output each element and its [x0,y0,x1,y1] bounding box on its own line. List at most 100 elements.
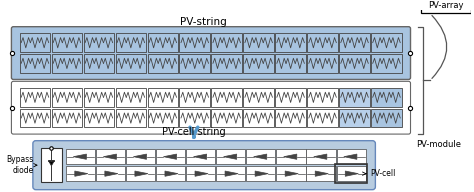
Bar [216,149,246,164]
Polygon shape [225,171,238,176]
Polygon shape [193,154,207,159]
Bar [275,109,306,127]
Bar [116,54,146,73]
Bar [339,109,370,127]
Bar [211,88,242,107]
Bar [211,33,242,52]
Bar [307,149,336,164]
Bar [246,166,275,181]
Bar [52,54,82,73]
Bar [52,33,82,52]
Bar [83,109,114,127]
Bar [116,33,146,52]
Bar [244,109,274,127]
Bar [180,54,210,73]
Polygon shape [134,154,146,159]
Bar [335,164,366,183]
Polygon shape [254,154,267,159]
Bar [307,166,336,181]
Polygon shape [195,171,208,176]
Text: PV-cell string: PV-cell string [162,127,226,137]
Polygon shape [49,161,54,166]
Bar [180,109,210,127]
Polygon shape [165,171,178,176]
Bar [147,33,178,52]
Polygon shape [344,154,357,159]
Bar [20,33,50,52]
Polygon shape [285,171,298,176]
Text: PV-string: PV-string [180,17,227,27]
Bar [339,88,370,107]
Bar [20,88,50,107]
Bar [147,54,178,73]
FancyBboxPatch shape [11,27,410,79]
Bar [20,109,50,127]
Bar [116,109,146,127]
Bar [96,166,125,181]
Bar [307,33,338,52]
Text: PV-module: PV-module [416,140,461,149]
FancyBboxPatch shape [11,81,410,134]
Bar [275,88,306,107]
FancyBboxPatch shape [33,141,375,190]
Bar [126,149,155,164]
Bar [156,149,185,164]
Bar [244,54,274,73]
Bar [66,149,95,164]
Bar [96,149,125,164]
Text: PV-array: PV-array [428,1,464,10]
Bar [307,109,338,127]
Bar [371,88,402,107]
Bar [246,149,275,164]
Bar [307,88,338,107]
Bar [337,166,365,181]
Polygon shape [135,171,148,176]
Bar [211,109,242,127]
Bar [337,149,365,164]
Bar [180,88,210,107]
Bar [52,88,82,107]
Bar [116,88,146,107]
Bar [186,166,215,181]
Bar [147,88,178,107]
Bar [339,33,370,52]
FancyBboxPatch shape [421,0,471,13]
Bar [244,33,274,52]
Bar [216,166,246,181]
Polygon shape [105,171,118,176]
Bar [339,54,370,73]
Bar [244,88,274,107]
Polygon shape [284,154,297,159]
Bar [307,54,338,73]
Bar [20,54,50,73]
Bar [126,166,155,181]
Polygon shape [315,171,328,176]
Bar [83,33,114,52]
Polygon shape [255,171,268,176]
Bar [180,33,210,52]
Text: Bypass
diode: Bypass diode [7,155,34,175]
Bar [211,54,242,73]
Polygon shape [224,154,237,159]
Bar [275,54,306,73]
Polygon shape [164,154,177,159]
Bar [276,166,306,181]
Polygon shape [73,154,86,159]
Polygon shape [103,154,117,159]
Bar [83,54,114,73]
Bar [275,33,306,52]
Bar [276,149,306,164]
Polygon shape [75,171,88,176]
Bar [371,33,402,52]
Polygon shape [345,171,358,176]
Polygon shape [314,154,327,159]
Bar [83,88,114,107]
Bar [371,109,402,127]
Bar [371,54,402,73]
Text: PV-cell: PV-cell [371,169,396,178]
Bar [66,166,95,181]
Bar [147,109,178,127]
Bar [156,166,185,181]
Bar [52,109,82,127]
Bar [186,149,215,164]
